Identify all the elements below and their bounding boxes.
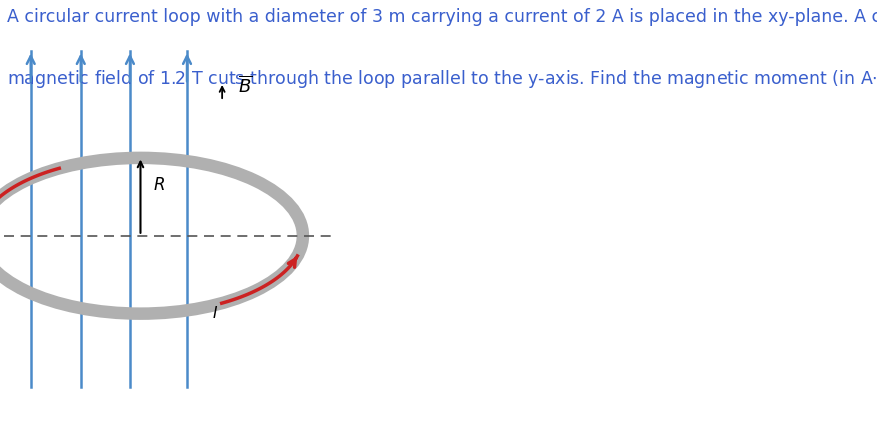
Text: I: I xyxy=(212,306,217,321)
Text: magnetic field of 1.2 T cuts through the loop parallel to the y-axis. Find the m: magnetic field of 1.2 T cuts through the… xyxy=(7,67,877,91)
Text: A circular current loop with a diameter of 3 m carrying a current of 2 A is plac: A circular current loop with a diameter … xyxy=(7,8,877,27)
Text: $\overline{B}$: $\overline{B}$ xyxy=(238,76,252,97)
Text: R: R xyxy=(153,176,165,194)
